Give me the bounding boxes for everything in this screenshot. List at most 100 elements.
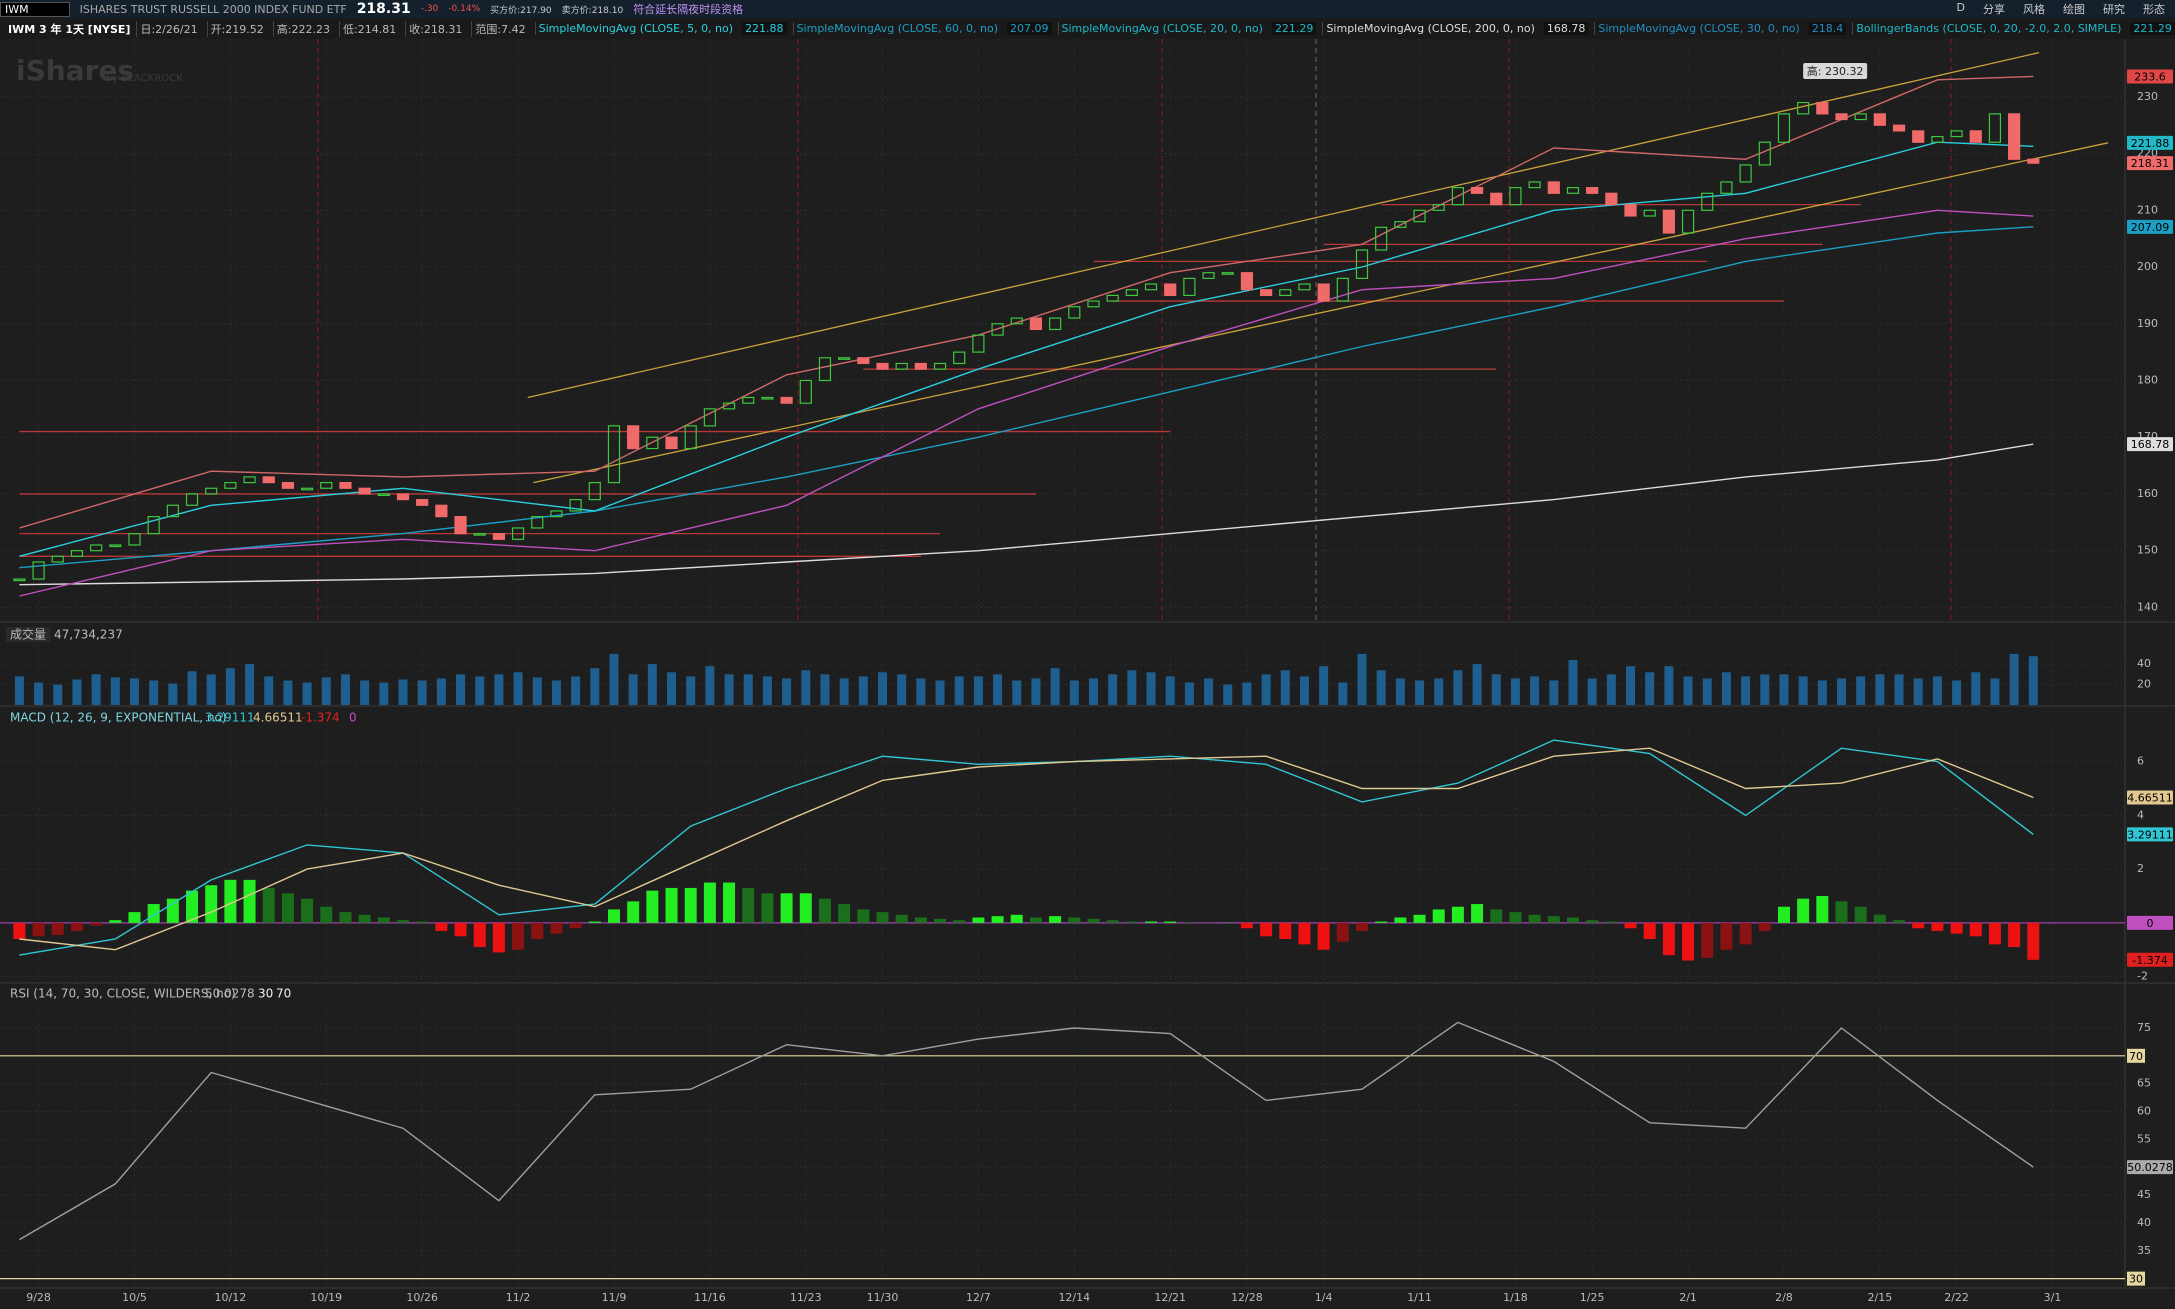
volume-bar [1683, 676, 1693, 705]
price-badge [2127, 437, 2173, 452]
candle [1068, 306, 1081, 319]
candle [1643, 209, 1656, 217]
price-badge [2127, 219, 2173, 234]
study-label[interactable]: SimpleMovingAvg (CLOSE, 5, 0, no) [534, 22, 736, 35]
macd-histogram [320, 906, 333, 923]
volume-bar [264, 676, 274, 705]
toolbar-button[interactable]: 风格 [2023, 3, 2045, 16]
study-value: 168.78 [1543, 22, 1589, 35]
macd-histogram [1969, 922, 1982, 937]
candle [914, 362, 927, 370]
volume-bar [14, 676, 24, 705]
macd-histogram [339, 912, 352, 923]
volume-bar [245, 664, 255, 705]
price-badge [2127, 135, 2173, 150]
candle [32, 561, 45, 580]
toolbar-button[interactable]: 形态 [2143, 3, 2165, 16]
volume-bar [801, 670, 811, 705]
candle [1854, 113, 1867, 121]
candle [358, 487, 371, 495]
x-tick-label: 2/22 [1944, 1291, 1969, 1304]
price-badge-label: 218.31 [2131, 157, 2170, 170]
macd-histogram [1873, 914, 1886, 923]
volume-bar [782, 678, 792, 705]
study-label[interactable]: SimpleMovingAvg (CLOSE, 200, 0, no) [1322, 22, 1537, 35]
change: -.30 [420, 4, 439, 14]
volume-bar [456, 674, 466, 705]
study-label[interactable]: SimpleMovingAvg (CLOSE, 20, 0, no) [1057, 22, 1266, 35]
x-tick-label: 3/1 [2044, 1291, 2062, 1304]
candle [1681, 209, 1695, 234]
macd-header-value: 3.29111 [205, 711, 255, 725]
macd-histogram [1701, 922, 1714, 958]
period-button[interactable]: D [1956, 1, 1965, 14]
macd-histogram [1317, 922, 1330, 950]
volume-bar [1204, 678, 1214, 705]
macd-histogram [512, 922, 525, 950]
volume-bar [206, 674, 216, 705]
candle [1355, 249, 1369, 279]
macd-histogram [1068, 917, 1081, 923]
macd-histogram [1528, 914, 1541, 923]
level-badge-label: 30 [2129, 1273, 2143, 1286]
study-value: 207.09 [1007, 22, 1052, 35]
candle [224, 481, 237, 489]
candle [1662, 209, 1675, 234]
volume-bar [168, 683, 178, 705]
candle [1413, 209, 1426, 223]
volume-bar [1242, 682, 1252, 705]
macd-histogram [281, 893, 294, 923]
candle [1221, 272, 1234, 275]
study-label[interactable]: SimpleMovingAvg (CLOSE, 60, 0, no) [792, 22, 1001, 35]
macd-histogram [1950, 922, 1963, 934]
macd-line [19, 747, 2034, 951]
macd-histogram [934, 918, 947, 923]
macd-histogram [1586, 920, 1599, 923]
macd-histogram [1049, 916, 1062, 923]
volume-bar [1108, 674, 1118, 705]
macd-histogram [262, 887, 275, 923]
price-badge-label: 3.29111 [2127, 828, 2173, 841]
macd-histogram [953, 920, 966, 923]
volume-bar [1299, 676, 1309, 705]
volume-bar [1223, 684, 1233, 705]
volume-bar [590, 668, 600, 705]
volume-bar [1721, 672, 1731, 705]
y-tick-label: 160 [2137, 487, 2158, 500]
price-badge-label: 207.09 [2131, 221, 2170, 234]
volume-bar [129, 678, 139, 705]
candle [1720, 181, 1733, 194]
candle [1106, 294, 1119, 302]
macd-histogram [531, 922, 544, 939]
candle [972, 334, 985, 353]
candle [933, 362, 947, 370]
x-tick-label: 10/19 [310, 1291, 342, 1304]
toolbar-button[interactable]: 分享 [1983, 3, 2005, 16]
volume-bar [1587, 678, 1597, 705]
symbol[interactable]: IWM [0, 1, 70, 17]
macd-histogram [1720, 922, 1733, 950]
volume-bar [1491, 674, 1501, 705]
volume-bar [1798, 676, 1808, 705]
volume-bar [1568, 660, 1578, 705]
study-label[interactable]: BollingerBands (CLOSE, 0, 20, -2.0, 2.0,… [1852, 22, 2124, 35]
toolbar-button[interactable]: 研究 [2103, 3, 2125, 16]
macd-histogram [1758, 922, 1771, 931]
volume-bar [53, 684, 63, 705]
volume-bar [1012, 680, 1022, 705]
study-label[interactable]: SimpleMovingAvg (CLOSE, 30, 0, no) [1594, 22, 1802, 35]
volume-bar [1510, 678, 1520, 705]
macd-histogram [1605, 921, 1618, 923]
volume-bar [398, 679, 408, 705]
trend-line [527, 51, 2040, 399]
macd-histogram [1125, 921, 1138, 923]
macd-histogram [723, 882, 736, 923]
volume-bar [2009, 653, 2019, 705]
candle [1298, 283, 1311, 291]
y-tick-label: 40 [2137, 657, 2151, 670]
macd-histogram [301, 898, 314, 923]
toolbar-button[interactable]: 绘图 [2063, 3, 2085, 16]
y-tick-label: 200 [2137, 260, 2158, 273]
high-label: 高: 230.32 [1807, 64, 1864, 78]
volume-bar [858, 676, 868, 705]
